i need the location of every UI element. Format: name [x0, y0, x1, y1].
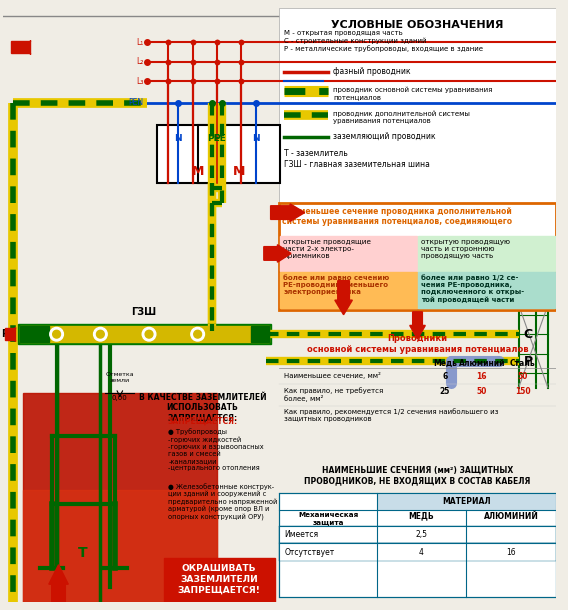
- Text: проводник дополнительной системы
уравнивания потенциалов: проводник дополнительной системы уравнив…: [333, 110, 470, 124]
- Circle shape: [142, 328, 156, 341]
- Text: открытые проводящие
части 2-х электро-
приемников: открытые проводящие части 2-х электро- п…: [283, 239, 371, 259]
- Text: 4: 4: [419, 548, 424, 556]
- Bar: [279, 493, 556, 597]
- Text: Медь: Медь: [433, 359, 457, 367]
- Text: Проводники
основной системы уравнивания потенциалов: Проводники основной системы уравнивания …: [307, 334, 528, 354]
- Circle shape: [145, 330, 153, 338]
- Circle shape: [50, 328, 64, 341]
- Circle shape: [53, 330, 60, 338]
- Bar: [279, 203, 556, 310]
- FancyArrow shape: [264, 245, 291, 262]
- FancyArrow shape: [5, 327, 15, 342]
- Bar: [281, 272, 416, 308]
- Text: T: T: [78, 546, 87, 560]
- Text: 150: 150: [515, 387, 531, 396]
- Text: L₂: L₂: [136, 57, 143, 66]
- Text: открытую проводящую
часть и стороннюю
проводящую часть: открытую проводящую часть и стороннюю пр…: [421, 239, 511, 259]
- Circle shape: [191, 328, 204, 341]
- Text: ● Трубопроводы
-горючих жидкостей
-горючих и взрывоопасных
газов и смесей
-канал: ● Трубопроводы -горючих жидкостей -горюч…: [169, 429, 264, 471]
- Text: Наименьшее сечение, мм²: Наименьшее сечение, мм²: [284, 372, 381, 379]
- Text: Как правило, не требуется
более, мм²: Как правило, не требуется более, мм²: [284, 387, 383, 402]
- Text: 6: 6: [442, 372, 448, 381]
- Bar: [279, 526, 556, 544]
- Text: МЕДЬ: МЕДЬ: [408, 512, 434, 520]
- Text: более или равно 1/2 се-
чения PE-проводника,
подключенного к откры-
той проводящ: более или равно 1/2 се- чения PE-проводн…: [421, 275, 524, 303]
- Text: N: N: [174, 134, 182, 143]
- FancyArrow shape: [11, 40, 30, 54]
- Text: Сталь: Сталь: [509, 359, 536, 367]
- Bar: [419, 236, 555, 271]
- Text: АЛЮМИНИЙ: АЛЮМИНИЙ: [483, 512, 538, 520]
- Bar: [198, 125, 281, 184]
- Text: 50: 50: [477, 387, 487, 396]
- Text: L₃: L₃: [136, 77, 143, 86]
- Text: заземляющий проводник: заземляющий проводник: [333, 132, 436, 141]
- Bar: [377, 493, 556, 511]
- Text: 2,5: 2,5: [415, 530, 427, 539]
- Text: P: P: [524, 355, 533, 368]
- Text: 25: 25: [440, 387, 450, 396]
- Text: 16: 16: [506, 548, 516, 556]
- Bar: [20, 326, 49, 342]
- Text: PE: PE: [207, 134, 220, 143]
- Bar: [164, 558, 275, 601]
- Text: НАИМЕНЬШИЕ СЕЧЕНИЯ (мм²) ЗАЩИТНЫХ
ПРОВОДНИКОВ, НЕ ВХОДЯЩИХ В СОСТАВ КАБЕЛЯ: НАИМЕНЬШИЕ СЕЧЕНИЯ (мм²) ЗАЩИТНЫХ ПРОВОД…: [304, 465, 531, 485]
- FancyArrow shape: [270, 204, 304, 221]
- Text: Т - заземлитель
ГЗШ - главная заземительная шина: Т - заземлитель ГЗШ - главная заземитель…: [284, 149, 430, 170]
- Text: МАТЕРИАЛ: МАТЕРИАЛ: [442, 497, 491, 506]
- Text: В КАЧЕСТВЕ ЗАЗЕМЛИТЕЛЕЙ
ИСПОЛЬЗОВАТЬ
ЗАПРЕЩАЕТСЯ:: В КАЧЕСТВЕ ЗАЗЕМЛИТЕЛЕЙ ИСПОЛЬЗОВАТЬ ЗАП…: [139, 393, 266, 422]
- Text: PEN: PEN: [128, 98, 143, 107]
- Bar: [20, 326, 269, 342]
- Text: УСЛОВНЫЕ ОБОЗНАЧЕНИЯ: УСЛОВНЫЕ ОБОЗНАЧЕНИЯ: [331, 20, 504, 30]
- Text: фазный проводник: фазный проводник: [333, 67, 411, 76]
- Circle shape: [97, 330, 105, 338]
- Text: Как правило, рекомендуется 1/2 сечения наибольшего из
защитных проводников: Как правило, рекомендуется 1/2 сечения н…: [284, 408, 499, 422]
- Bar: [279, 544, 556, 561]
- Text: более или равно сечению
PE-проводника меньшего
электроприемника: более или равно сечению PE-проводника ме…: [283, 275, 390, 295]
- Text: M: M: [233, 165, 245, 178]
- Text: Отметка
земли: Отметка земли: [106, 372, 134, 383]
- Bar: [23, 393, 217, 601]
- Bar: [23, 490, 217, 601]
- Text: Имеется: Имеется: [284, 530, 319, 539]
- FancyArrow shape: [335, 281, 352, 315]
- Bar: [251, 326, 269, 342]
- Text: проводник основной системы уравнивания
потенциалов: проводник основной системы уравнивания п…: [333, 86, 492, 99]
- Bar: [157, 125, 240, 184]
- Text: M: M: [192, 165, 204, 178]
- FancyArrow shape: [49, 565, 68, 601]
- Circle shape: [94, 328, 107, 341]
- FancyArrow shape: [410, 312, 425, 339]
- Text: N: N: [252, 134, 260, 143]
- Text: ЗАПРЕЩАЕТСЯ:: ЗАПРЕЩАЕТСЯ:: [168, 417, 237, 426]
- Text: C: C: [524, 328, 533, 341]
- Text: Наименьшее сечение проводника дополнительной
системы уравнивания потенциалов, со: Наименьшее сечение проводника дополнител…: [282, 207, 512, 226]
- Bar: [419, 272, 555, 308]
- Text: ГЗШ: ГЗШ: [132, 307, 157, 317]
- Bar: [279, 9, 556, 203]
- Circle shape: [194, 330, 202, 338]
- Text: 0,00: 0,00: [112, 395, 128, 401]
- Text: М - открытая проводящая часть
С - строительные конструкции зданий
Р - металличес: М - открытая проводящая часть С - строит…: [284, 30, 483, 52]
- Text: Механическая
защита: Механическая защита: [298, 512, 358, 525]
- Text: ● Железобетонные конструк-
ции зданий и сооружений с
предварительно напряженной
: ● Железобетонные конструк- ции зданий и …: [169, 483, 278, 522]
- Text: Алюминий: Алюминий: [458, 359, 505, 367]
- Text: ОКРАШИВАТЬ
ЗАЗЕМЛИТЕЛИ
ЗАПРЕЩАЕТСЯ!: ОКРАШИВАТЬ ЗАЗЕМЛИТЕЛИ ЗАПРЕЩАЕТСЯ!: [178, 564, 261, 595]
- Text: Отсутствует: Отсутствует: [284, 548, 335, 556]
- Bar: [18, 325, 270, 344]
- Text: L₁: L₁: [136, 38, 143, 47]
- Text: PE: PE: [1, 329, 15, 339]
- Text: 16: 16: [477, 372, 487, 381]
- Text: PE: PE: [212, 134, 225, 143]
- Text: 50: 50: [517, 372, 528, 381]
- Bar: [281, 236, 416, 271]
